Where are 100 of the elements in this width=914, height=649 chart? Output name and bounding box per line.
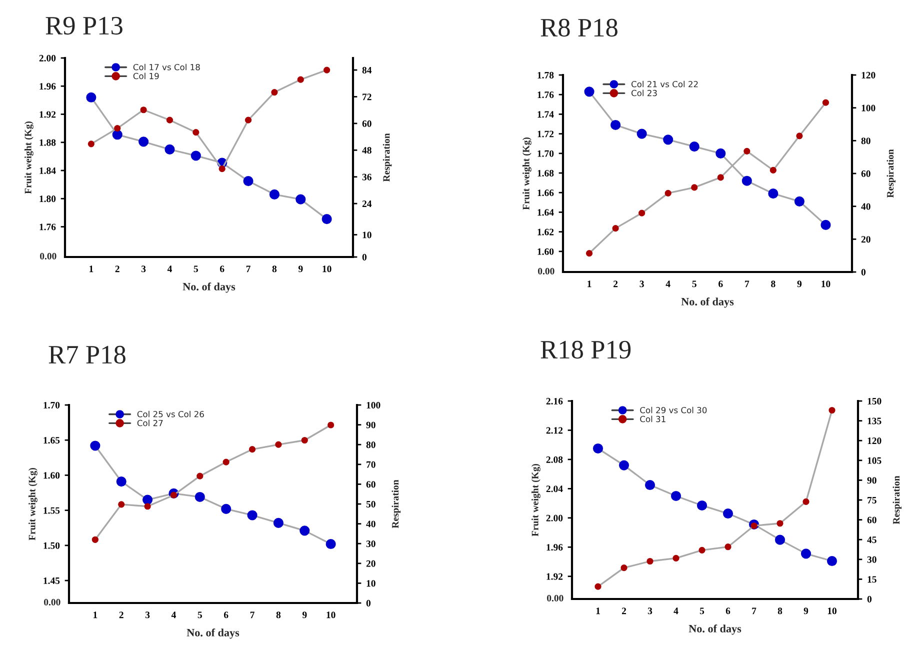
x-tick-label: 10 [822, 280, 830, 288]
y2-tick-label: 60 [867, 516, 876, 524]
y2-tick-label: 150 [868, 398, 882, 404]
y-tick-label: 1.96 [546, 544, 563, 551]
y2-tick-label: 90 [867, 477, 876, 484]
x-tick-label: 8 [272, 266, 277, 272]
legend-label: Col 29 vs Col 30 [640, 406, 707, 414]
x-tick-label: 2 [614, 280, 618, 288]
x-tick-label: 2 [115, 266, 120, 272]
y2-tick-label: 10 [362, 232, 372, 238]
x-tick-label: 1 [588, 280, 592, 288]
y-axis-title: Fruit weight (Kg) [28, 468, 38, 540]
y2-tick-label: 90 [366, 422, 376, 428]
x-tick-label: 3 [141, 266, 146, 272]
chart-title: R9 P13 [46, 16, 122, 35]
y2-axis-title: Respiration [392, 480, 401, 528]
x-tick-label: 6 [224, 612, 228, 618]
y-tick-label: 1.68 [538, 170, 554, 177]
x-tick-label: 5 [194, 266, 198, 272]
y-tick-label: 1.45 [44, 577, 60, 584]
x-tick-label: 4 [167, 266, 172, 272]
x-tick-label: 7 [250, 612, 254, 618]
x-tick-label: 6 [220, 266, 224, 272]
y2-tick-label: 70 [366, 461, 376, 468]
x-tick-label: 10 [326, 612, 336, 618]
text: 0.00 [40, 252, 56, 260]
x-tick-label: 1 [596, 608, 600, 614]
y-tick-label: 1.96 [40, 83, 56, 90]
x-tick-label: 9 [298, 266, 303, 272]
text: 0.00 [547, 594, 564, 602]
y2-tick-label: 0 [867, 596, 872, 602]
y2-tick-label: 24 [362, 200, 372, 207]
text: 0.00 [44, 598, 60, 606]
y-tick-label: 2.00 [546, 514, 563, 522]
y-tick-label: 1.76 [40, 224, 56, 230]
x-tick-label: 4 [171, 612, 176, 618]
x-tick-label: 3 [640, 280, 644, 288]
y2-tick-label: 15 [868, 576, 876, 583]
y-tick-label: 1.60 [44, 472, 60, 479]
y2-tick-label: 135 [868, 418, 882, 424]
x-axis-title: No. of days [681, 297, 734, 308]
y2-tick-label: 36 [362, 174, 372, 180]
y-tick-label: 1.88 [40, 139, 56, 146]
y-tick-label: 1.84 [40, 167, 56, 174]
legend-label: Col 19 [133, 72, 159, 80]
y2-tick-label: 105 [868, 457, 882, 464]
y-tick-label: 2.12 [546, 427, 563, 434]
y2-tick-label: 72 [362, 94, 372, 100]
x-tick-label: 9 [302, 612, 307, 618]
y2-tick-label: 84 [362, 66, 372, 74]
y2-tick-label: 100 [862, 104, 876, 112]
y2-axis-title: Respiration [886, 149, 896, 198]
y2-tick-label: 120 [868, 438, 882, 444]
legend-label: Col 27 [137, 420, 163, 426]
x-tick-label: 7 [752, 608, 756, 614]
y-tick-label: 2.16 [546, 398, 563, 405]
y-tick-label: 1.76 [538, 92, 554, 98]
x-tick-label: 10 [322, 266, 332, 272]
x-tick-label: 5 [692, 280, 696, 288]
y-tick-label: 1.62 [538, 228, 554, 236]
y2-tick-label: 80 [366, 442, 376, 448]
y2-tick-label: 30 [366, 540, 376, 548]
y2-tick-label: 30 [867, 556, 876, 563]
y2-tick-label: 60 [366, 481, 376, 488]
x-tick-label: 1 [90, 266, 94, 272]
y-tick-label: 1.92 [40, 111, 56, 118]
x-tick-label: 8 [771, 280, 776, 288]
legend-label: Col 23 [631, 90, 657, 96]
y-tick-label: 1.66 [538, 190, 554, 196]
y-axis-title: Fruit weight (Kg) [24, 121, 34, 194]
legend-label: Col 21 vs Col 22 [631, 80, 698, 88]
y2-tick-label: 10 [366, 580, 376, 587]
x-axis-title: No. of days [688, 624, 742, 635]
text: 0.00 [538, 268, 554, 274]
y2-tick-label: 0 [362, 254, 367, 260]
legend-label: Col 17 vs Col 18 [133, 64, 200, 70]
x-tick-label: 7 [745, 280, 750, 288]
x-tick-label: 4 [666, 280, 670, 288]
y-tick-label: 1.55 [44, 507, 60, 514]
y-axis-title: Fruit weight (Kg) [532, 464, 540, 536]
y2-tick-label: 0 [861, 268, 866, 276]
y-tick-label: 1.72 [538, 130, 554, 138]
y2-tick-label: 20 [366, 560, 376, 567]
x-tick-label: 8 [276, 612, 281, 618]
y-tick-label: 1.70 [44, 402, 60, 409]
y2-tick-label: 48 [362, 147, 372, 154]
y2-axis-title: Respiration [382, 133, 392, 182]
y2-tick-label: 40 [366, 520, 376, 528]
y-tick-label: 1.65 [44, 437, 60, 444]
y2-tick-label: 60 [362, 120, 372, 127]
y2-axis-title: Respiration [892, 476, 902, 524]
x-axis-title: No. of days [186, 628, 240, 639]
x-tick-label: 3 [145, 612, 150, 618]
x-tick-label: 10 [828, 608, 836, 614]
x-tick-label: 2 [119, 612, 124, 618]
legend-label: Col 25 vs Col 26 [137, 410, 204, 418]
chart-title: R18 P19 [540, 340, 631, 359]
y2-tick-label: 60 [861, 170, 870, 177]
y-tick-label: 2.04 [546, 486, 563, 492]
legend-label: Col 31 [640, 416, 666, 422]
